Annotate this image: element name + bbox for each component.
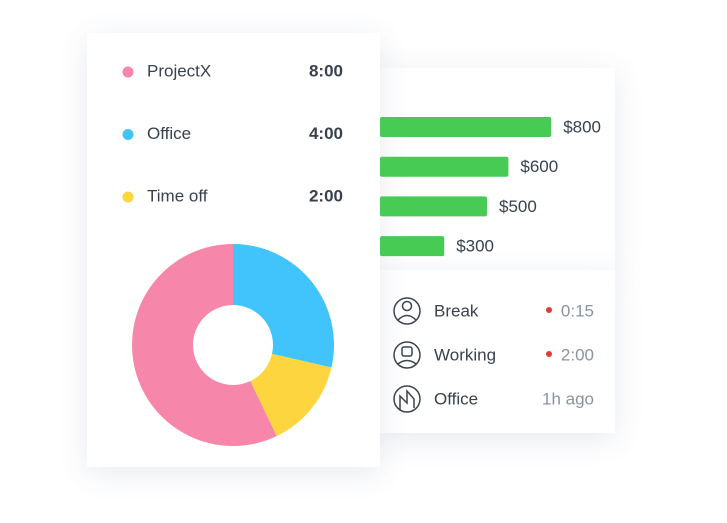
donut-slice bbox=[132, 244, 277, 447]
legend-dot bbox=[122, 129, 134, 140]
bar bbox=[380, 117, 552, 137]
activity-time: 1h ago bbox=[542, 389, 594, 408]
status-dot bbox=[546, 351, 552, 357]
legend-time: 8:00 bbox=[309, 61, 343, 80]
break-icon-head bbox=[401, 300, 413, 312]
bar bbox=[380, 236, 445, 257]
bar-label: $800 bbox=[563, 117, 601, 136]
legend-time: 4:00 bbox=[309, 124, 343, 143]
status-dot bbox=[546, 307, 552, 313]
activity-label: Office bbox=[434, 389, 478, 408]
legend-label: ProjectX bbox=[147, 61, 211, 80]
activity-time: 0:15 bbox=[561, 301, 594, 320]
activity-label: Break bbox=[434, 301, 479, 320]
legend-time: 2:00 bbox=[309, 186, 343, 205]
break-icon bbox=[393, 297, 421, 325]
bar-label: $300 bbox=[456, 237, 494, 256]
legend-label: Office bbox=[147, 124, 191, 143]
legend-label: Time off bbox=[147, 186, 208, 205]
activity-time: 2:00 bbox=[561, 345, 594, 364]
donut-slice bbox=[233, 244, 334, 368]
legend-dot bbox=[122, 66, 134, 78]
icons bbox=[393, 297, 421, 413]
bar bbox=[380, 196, 487, 217]
bar bbox=[380, 156, 509, 177]
bar-label: $600 bbox=[520, 157, 558, 176]
working-icon bbox=[393, 341, 421, 369]
donut-slice bbox=[250, 353, 332, 436]
working-icon-screen bbox=[401, 346, 413, 357]
legend-dot bbox=[122, 191, 134, 203]
activity-label: Working bbox=[434, 345, 496, 364]
office-icon-shape bbox=[399, 389, 415, 410]
bar-label: $500 bbox=[499, 197, 537, 216]
working-icon-body bbox=[397, 359, 417, 365]
office-icon bbox=[393, 385, 421, 413]
break-icon-body bbox=[397, 314, 417, 321]
